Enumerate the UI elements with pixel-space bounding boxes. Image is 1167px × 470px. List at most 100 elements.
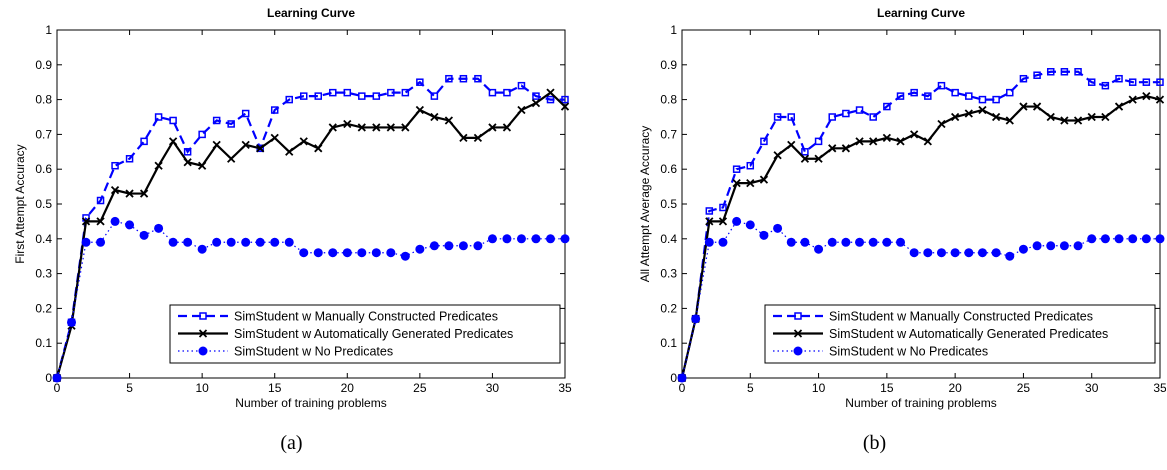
data-point-square	[474, 74, 482, 83]
data-point-square	[1046, 68, 1055, 76]
data-point-dot	[691, 314, 701, 324]
data-point-x	[1005, 116, 1014, 125]
data-point-square	[212, 116, 221, 125]
data-point-x	[1101, 112, 1110, 122]
data-point-square	[1142, 78, 1151, 86]
data-point-square	[965, 92, 973, 100]
x-marker-stroke	[125, 189, 134, 198]
data-point-x	[814, 154, 823, 163]
data-point-dot	[896, 237, 906, 247]
data-point-dot	[139, 230, 149, 240]
x-tick-label: 25	[413, 381, 427, 395]
data-point-x	[1060, 116, 1069, 125]
data-point-square	[1128, 78, 1137, 86]
data-point-square	[241, 109, 250, 118]
data-point-dot	[950, 248, 960, 258]
x-marker-stroke	[517, 105, 526, 115]
data-point-dot	[168, 237, 178, 247]
x-marker-stroke	[386, 123, 395, 132]
data-point-dot	[516, 234, 526, 244]
x-tick-label: 20	[948, 381, 962, 395]
data-point-dot	[718, 237, 728, 247]
legend-swatch-marker	[198, 329, 208, 338]
data-point-x	[746, 178, 755, 188]
x-tick-label: 30	[486, 381, 500, 395]
x-axis-label: Number of training problems	[845, 396, 996, 410]
data-point-square	[227, 120, 235, 128]
data-point-x	[502, 123, 512, 132]
data-point-x	[1032, 102, 1042, 111]
data-point-dot	[110, 216, 120, 226]
data-point-square	[1115, 74, 1123, 83]
data-point-x	[869, 137, 878, 146]
data-point-x	[759, 175, 769, 184]
y-tick-label: 0.6	[35, 162, 52, 176]
x-marker-stroke	[1142, 91, 1151, 101]
data-point-square	[705, 207, 714, 215]
y-tick-label: 0.7	[660, 127, 677, 141]
data-point-x	[198, 161, 207, 170]
data-point-x	[110, 185, 120, 195]
data-point-square	[430, 92, 439, 100]
data-point-dot	[1073, 241, 1083, 251]
x-tick-label: 0	[679, 381, 686, 395]
x-marker-stroke	[168, 137, 178, 146]
data-point-x	[978, 105, 987, 115]
data-point-x	[488, 123, 497, 132]
data-point-square	[503, 88, 511, 97]
legend-label: SimStudent w No Predicates	[829, 345, 988, 359]
data-point-dot	[371, 248, 381, 258]
legend-swatch-marker	[198, 346, 208, 356]
data-point-dot	[357, 248, 367, 258]
data-point-dot	[773, 223, 783, 233]
learning-curve-chart-a: 0 5 10 15 20 25 30 35 0 0.1 0.2 0.3 0.4 0.5 0.6 0.7 0.8 0…	[13, 6, 572, 410]
y-tick-label: 0.8	[35, 93, 52, 107]
data-point-x	[910, 130, 919, 139]
data-point-dot	[704, 237, 714, 247]
data-point-x	[1087, 112, 1096, 122]
data-point-square	[387, 88, 395, 97]
data-point-dot	[473, 241, 483, 251]
y-tick-label: 0	[670, 371, 677, 385]
data-point-x	[800, 154, 810, 163]
chart-panel-a: 0 5 10 15 20 25 30 35 0 0.1 0.2 0.3 0.4 0.5 0.6 0.7 0.8 0…	[0, 0, 583, 470]
x-tick-label: 35	[558, 381, 572, 395]
data-point-x	[270, 133, 279, 143]
caption-b: (b)	[862, 432, 887, 454]
data-point-x	[560, 102, 570, 111]
data-point-x	[1155, 95, 1165, 104]
x-marker-stroke	[430, 112, 439, 122]
data-point-x	[951, 112, 960, 122]
data-point-dot	[386, 248, 396, 258]
legend-label: SimStudent w Automatically Generated Pre…	[829, 327, 1108, 341]
x-marker-stroke	[937, 119, 946, 129]
data-point-square	[842, 109, 850, 118]
data-point-x	[828, 144, 837, 153]
y-tick-label: 0	[45, 371, 52, 385]
data-point-dot	[67, 317, 77, 327]
data-point-dot	[299, 248, 309, 258]
data-point-dot	[1018, 244, 1028, 254]
x-tick-label: 25	[1017, 381, 1031, 395]
data-point-square	[910, 88, 918, 97]
data-point-dot	[531, 234, 541, 244]
data-point-square	[814, 137, 823, 146]
data-point-x	[285, 147, 294, 156]
data-point-square	[937, 81, 946, 90]
data-point-dot	[923, 248, 933, 258]
data-point-x	[430, 112, 439, 122]
data-point-square	[855, 106, 864, 114]
x-tick-label: 0	[54, 381, 61, 395]
data-point-square	[488, 88, 497, 97]
x-marker-stroke	[732, 178, 741, 188]
learning-curve-chart-b: 0 5 10 15 20 25 30 35 0 0.1 0.2 0.3 0.4 0.5 0.6 0.7 0.8 0…	[638, 6, 1166, 410]
data-point-square	[445, 74, 453, 83]
data-point-square	[746, 161, 755, 170]
data-point-x	[705, 217, 714, 226]
data-point-square	[416, 78, 424, 86]
data-point-square	[1101, 81, 1110, 90]
y-axis-label: All Attempt Average Accuracy	[638, 126, 652, 283]
data-point-dot	[732, 216, 742, 226]
data-point-dot	[125, 220, 135, 230]
y-tick-label: 0.6	[660, 162, 677, 176]
